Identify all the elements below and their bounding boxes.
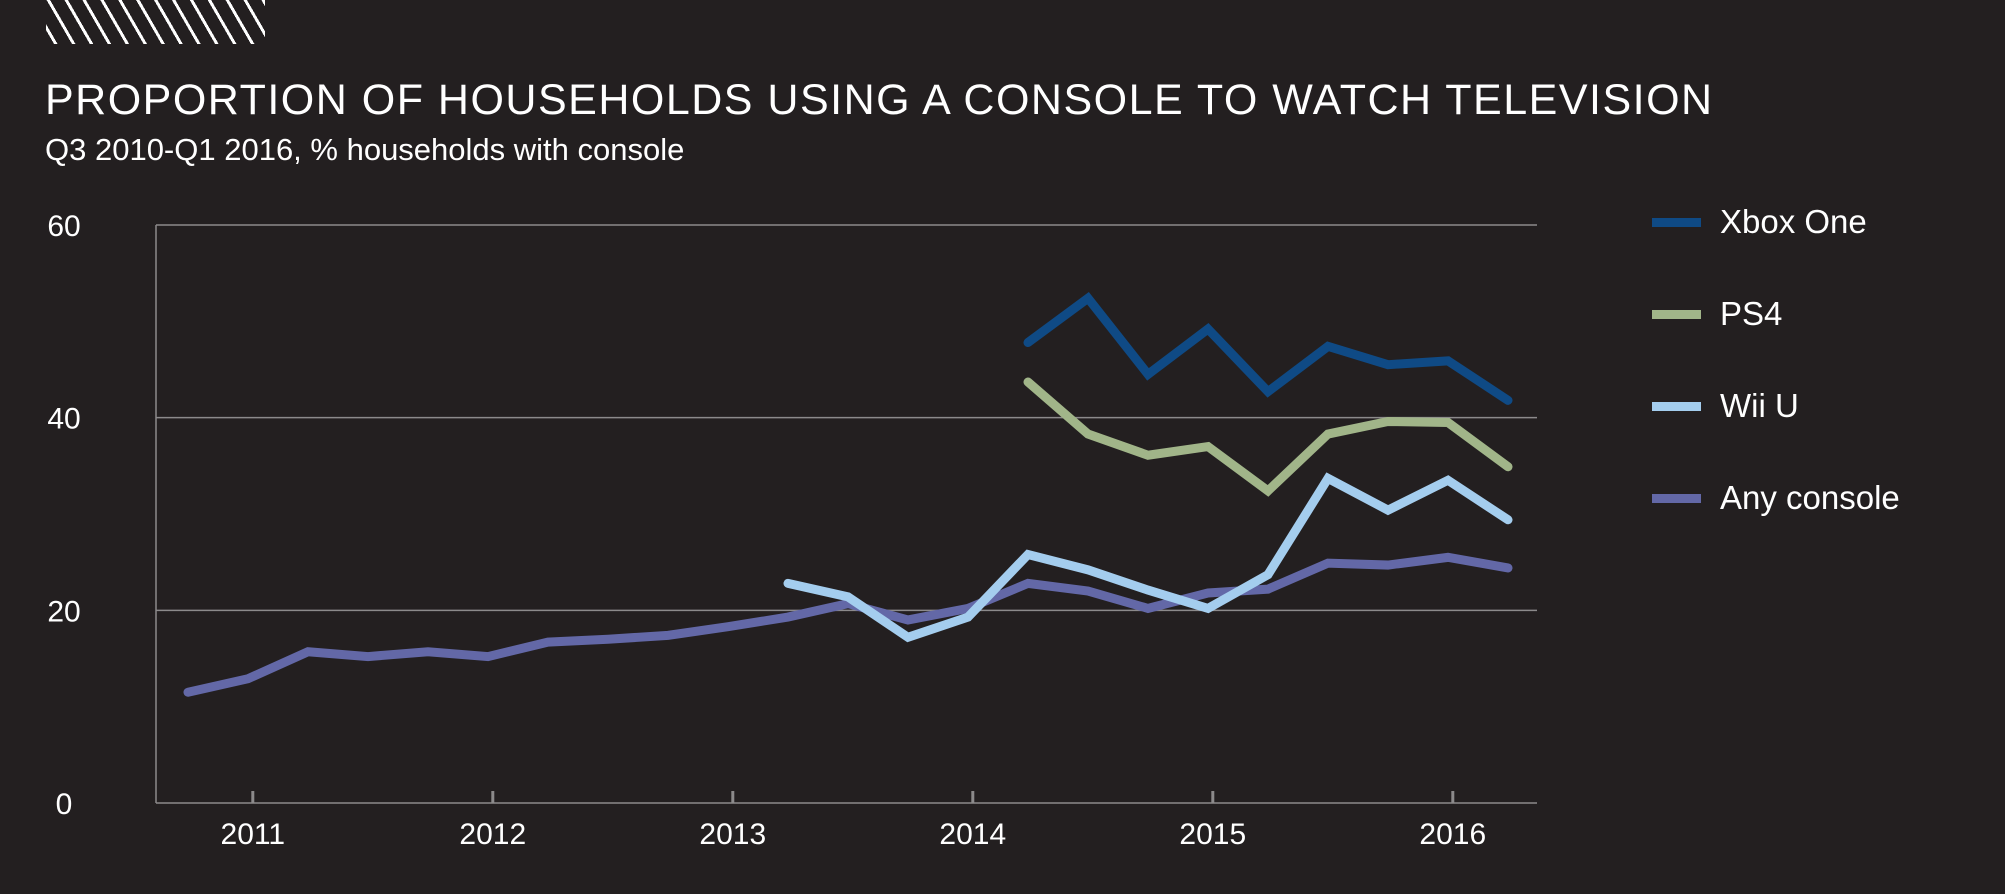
legend-item: Any console	[1652, 474, 1900, 566]
legend-label: Xbox One	[1720, 203, 1867, 240]
x-tick-label: 2011	[221, 818, 286, 851]
y-tick-label: 60	[47, 210, 80, 243]
legend: Xbox One PS4 Wii U Any console	[1652, 198, 1900, 566]
x-tick-label: 2014	[939, 818, 1006, 851]
legend-label: Wii U	[1720, 387, 1799, 424]
chart-subtitle: Q3 2010-Q1 2016, % households with conso…	[45, 132, 685, 167]
y-tick-label: 0	[56, 788, 73, 821]
y-tick-label: 40	[47, 403, 80, 436]
x-tick-label: 2013	[699, 818, 766, 851]
series-line-ps4	[1023, 377, 1513, 497]
legend-label: Any console	[1720, 479, 1900, 516]
series-line-any-console	[183, 552, 1513, 697]
legend-swatch	[1652, 402, 1701, 411]
hatch-decoration	[46, 0, 265, 44]
series-line-xbox-one	[1023, 292, 1513, 405]
legend-item: Xbox One	[1652, 198, 1900, 290]
legend-swatch	[1652, 218, 1701, 227]
legend-swatch	[1652, 494, 1701, 503]
legend-item: PS4	[1652, 290, 1900, 382]
y-tick-label: 20	[47, 595, 80, 628]
x-tick-label: 2016	[1419, 818, 1486, 851]
x-tick-label: 2015	[1179, 818, 1246, 851]
legend-swatch	[1652, 310, 1701, 319]
legend-item: Wii U	[1652, 382, 1900, 474]
chart-title: PROPORTION OF HOUSEHOLDS USING A CONSOLE…	[45, 76, 1714, 124]
legend-label: PS4	[1720, 295, 1783, 332]
x-tick-label: 2012	[459, 818, 526, 851]
